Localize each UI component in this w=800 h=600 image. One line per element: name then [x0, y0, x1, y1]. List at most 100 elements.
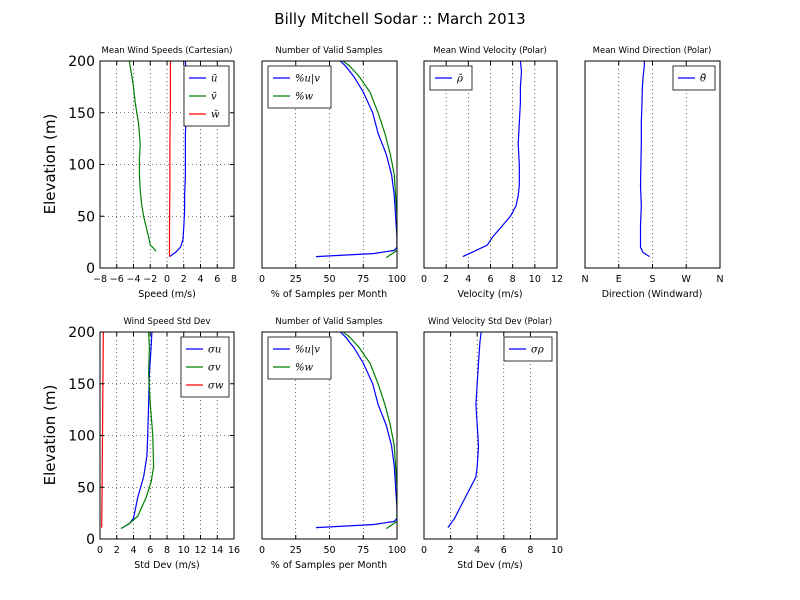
x-tick-label: 0	[421, 545, 427, 556]
x-tick-label: 2	[181, 274, 187, 285]
panel-title: Number of Valid Samples	[275, 317, 383, 327]
panel-wind-speed-std-dev: Wind Speed Std Dev Std Dev (m/s) Elevati…	[41, 317, 240, 571]
x-tick-label: 100	[388, 545, 406, 556]
legend-label: σρ	[531, 345, 544, 356]
x-axis-label: Speed (m/s)	[138, 289, 196, 300]
series-line	[639, 61, 650, 258]
panel-wind-velocity-std-dev: Wind Velocity Std Dev (Polar) Std Dev (m…	[421, 317, 563, 571]
x-tick-label: E	[616, 274, 622, 285]
panel-mean-wind-speeds: Mean Wind Speeds (Cartesian) Speed (m/s)…	[41, 46, 237, 300]
x-tick-label: 0	[164, 274, 170, 285]
series-line	[315, 332, 397, 529]
x-tick-label: 4	[465, 274, 471, 285]
x-tick-label: N	[581, 274, 588, 285]
x-tick-label: 8	[164, 545, 170, 556]
x-tick-label: 50	[323, 545, 335, 556]
x-tick-label: 25	[290, 545, 302, 556]
x-axis-label: % of Samples per Month	[271, 560, 387, 571]
panel-title: Mean Wind Velocity (Polar)	[433, 46, 547, 56]
series-line	[315, 61, 397, 258]
legend-label: σv	[208, 363, 221, 374]
y-tick-label: 50	[77, 209, 95, 225]
legend-label: %w	[295, 92, 314, 103]
x-tick-label: 75	[357, 545, 369, 556]
series-line	[342, 61, 397, 259]
x-tick-label: 6	[214, 274, 220, 285]
x-axis-label: % of Samples per Month	[271, 289, 387, 300]
x-axis-label: Direction (Windward)	[602, 289, 703, 300]
x-tick-label: 2	[114, 545, 120, 556]
panel-title: Mean Wind Direction (Polar)	[593, 46, 712, 56]
panel-title: Mean Wind Speeds (Cartesian)	[102, 46, 233, 56]
x-axis-label: Std Dev (m/s)	[134, 560, 199, 571]
x-tick-label: 10	[529, 274, 541, 285]
x-tick-label: 6	[147, 545, 153, 556]
x-tick-label: −4	[126, 274, 140, 285]
x-tick-label: 16	[228, 545, 240, 556]
x-tick-label: 25	[290, 274, 302, 285]
y-tick-label: 200	[68, 54, 95, 70]
series-line	[447, 332, 482, 528]
panel-valid-samples-top: Number of Valid Samples % of Samples per…	[259, 46, 406, 300]
y-tick-label: 0	[86, 532, 95, 548]
series-line	[168, 61, 171, 257]
series-line	[120, 332, 155, 530]
legend-label: %w	[295, 363, 314, 374]
x-tick-label: N	[716, 274, 723, 285]
legend-label: ū	[211, 74, 217, 85]
legend-box	[267, 65, 332, 109]
x-tick-label: 4	[197, 274, 203, 285]
x-tick-label: 10	[551, 545, 563, 556]
x-tick-label: 14	[211, 545, 223, 556]
x-tick-label: W	[682, 274, 692, 285]
legend-label: v̄	[211, 92, 217, 103]
legend-label: ρ̄	[456, 74, 463, 85]
x-tick-label: 10	[178, 545, 190, 556]
x-tick-label: 6	[487, 274, 493, 285]
x-tick-label: 4	[130, 545, 136, 556]
legend-label: σw	[208, 381, 224, 392]
legend-label: θ̄	[700, 74, 706, 85]
y-tick-label: 0	[86, 261, 95, 277]
x-tick-label: 0	[259, 545, 265, 556]
x-tick-label: S	[649, 274, 655, 285]
legend-box	[267, 336, 332, 380]
x-tick-label: 12	[194, 545, 206, 556]
x-tick-label: 75	[357, 274, 369, 285]
x-tick-label: 2	[448, 545, 454, 556]
panel-valid-samples-bottom: Number of Valid Samples % of Samples per…	[259, 317, 406, 571]
x-tick-label: 100	[388, 274, 406, 285]
y-axis-label: Elevation (m)	[41, 385, 59, 486]
panel-title: Wind Speed Std Dev	[123, 317, 210, 327]
x-tick-label: 0	[421, 274, 427, 285]
panel-title: Wind Velocity Std Dev (Polar)	[428, 317, 552, 327]
y-tick-label: 150	[68, 106, 95, 122]
legend-label: σu	[208, 345, 221, 356]
x-tick-label: 6	[501, 545, 507, 556]
x-tick-label: −6	[110, 274, 124, 285]
panel-mean-wind-direction: Mean Wind Direction (Polar) Direction (W…	[581, 46, 723, 300]
x-tick-label: −8	[93, 274, 107, 285]
y-tick-label: 150	[68, 377, 95, 393]
figure-title: Billy Mitchell Sodar :: March 2013	[274, 10, 525, 28]
plot-frame	[423, 331, 558, 540]
panel-title: Number of Valid Samples	[275, 46, 383, 56]
x-axis-label: Velocity (m/s)	[457, 289, 522, 300]
x-tick-label: 8	[527, 545, 533, 556]
y-tick-label: 100	[68, 158, 95, 174]
panel-mean-wind-velocity: Mean Wind Velocity (Polar) Velocity (m/s…	[421, 46, 563, 300]
x-axis-label: Std Dev (m/s)	[457, 560, 522, 571]
y-tick-label: 200	[68, 325, 95, 341]
series-line	[462, 61, 523, 258]
x-tick-label: 8	[231, 274, 237, 285]
x-tick-label: 12	[551, 274, 563, 285]
x-tick-label: 50	[323, 274, 335, 285]
y-axis-label: Elevation (m)	[41, 114, 59, 215]
x-tick-label: 0	[97, 545, 103, 556]
series-line	[342, 332, 397, 530]
x-tick-label: 8	[510, 274, 516, 285]
legend-label: %u|v	[295, 74, 320, 85]
series-line	[128, 61, 157, 252]
y-tick-label: 50	[77, 480, 95, 496]
